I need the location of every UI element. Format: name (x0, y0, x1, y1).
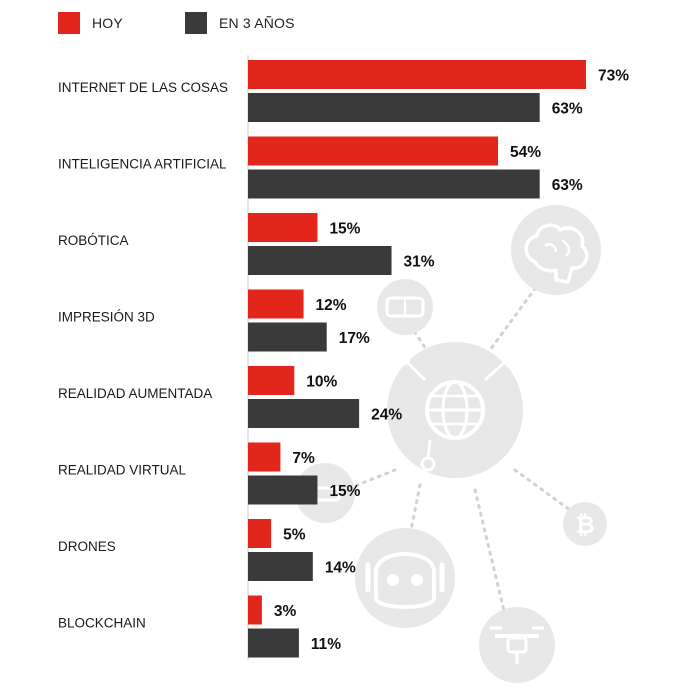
value-label: 63% (552, 177, 583, 194)
category-label: DRONES (58, 539, 116, 554)
bar-en-3-anos (248, 169, 540, 199)
value-label: 7% (292, 450, 315, 467)
bar-hoy (248, 519, 272, 548)
bar-en-3-anos (248, 322, 327, 352)
legend-label-today: HOY (92, 15, 123, 31)
value-label: 24% (371, 407, 402, 424)
value-label: 14% (325, 560, 356, 577)
category-label: REALIDAD VIRTUAL (58, 463, 187, 478)
tech-illustration: ₿ (295, 205, 607, 683)
legend-swatch-future (184, 12, 207, 34)
category-label: INTELIGENCIA ARTIFICIAL (58, 157, 227, 172)
bar-hoy (248, 595, 262, 625)
value-label: 3% (274, 603, 297, 620)
category-label: BLOCKCHAIN (58, 616, 146, 631)
bar-en-3-anos (248, 399, 360, 428)
legend-item-future: EN 3 AÑOS (184, 12, 295, 34)
value-label: 5% (283, 527, 306, 544)
category-label: ROBÓTICA (58, 233, 129, 248)
brain-icon (511, 205, 601, 295)
value-label: 31% (404, 254, 435, 271)
bar-hoy (248, 136, 499, 166)
legend: HOY EN 3 AÑOS (58, 11, 357, 35)
bitcoin-icon: ₿ (563, 502, 607, 546)
legend-item-today: HOY (58, 12, 123, 34)
legend-label-future: EN 3 AÑOS (218, 15, 295, 31)
bar-en-3-anos (248, 475, 318, 505)
bar-en-3-anos (248, 552, 313, 581)
drone-icon (479, 607, 555, 683)
bar-hoy (248, 289, 304, 319)
robot-icon (355, 528, 455, 628)
value-label: 11% (311, 636, 341, 653)
bar-hoy (248, 213, 318, 242)
value-label: 15% (329, 483, 360, 500)
bar-hoy (248, 442, 281, 472)
bars-layer: INTERNET DE LAS COSAS 73% 63% INTELIGENCIA … (58, 60, 629, 658)
legend-swatch-today (58, 12, 80, 34)
value-label: 10% (306, 374, 337, 391)
category-label: IMPRESIÓN 3D (58, 310, 155, 325)
bar-en-3-anos (248, 246, 392, 275)
category-label: REALIDAD AUMENTADA (58, 386, 212, 401)
globe-network-icon (387, 342, 523, 478)
svg-text:₿: ₿ (575, 512, 595, 539)
bar-en-3-anos (248, 93, 540, 122)
value-label: 12% (316, 297, 347, 314)
bar-en-3-anos (248, 628, 299, 658)
value-label: 15% (329, 221, 360, 238)
value-label: 54% (510, 144, 541, 161)
category-label: INTERNET DE LAS COSAS (58, 80, 228, 95)
value-label: 63% (552, 101, 583, 118)
vr-headset-icon (377, 279, 433, 335)
value-label: 73% (598, 68, 629, 85)
value-label: 17% (339, 330, 370, 347)
bar-hoy (248, 60, 586, 89)
bar-hoy (248, 366, 295, 395)
